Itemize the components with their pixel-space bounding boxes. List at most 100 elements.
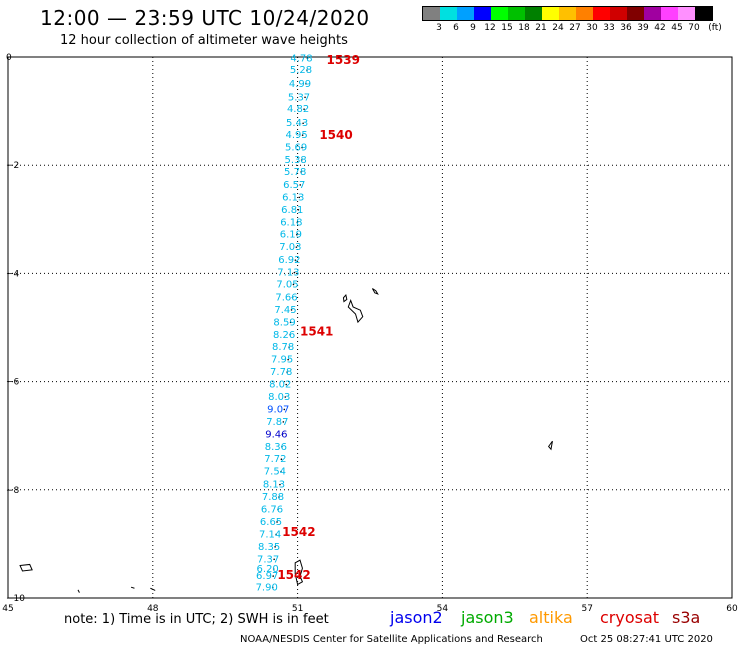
- legend-label: 21: [535, 23, 547, 33]
- legend-swatch: [627, 7, 644, 20]
- legend-swatch: [695, 7, 712, 20]
- legend-swatch: [423, 7, 440, 20]
- sat-jason2: jason2: [390, 608, 443, 627]
- coastline: [77, 589, 80, 593]
- legend-label: 36: [620, 23, 632, 33]
- legend-label: 33: [603, 23, 615, 33]
- wave-height-label: 7.88: [262, 492, 284, 503]
- wave-height-label: 8.03: [268, 392, 290, 403]
- wave-height-label: 6.65: [260, 517, 282, 528]
- legend-swatch: [525, 7, 542, 20]
- track-point: [300, 159, 303, 161]
- y-tick-label: −6: [6, 378, 20, 388]
- wave-height-label: 7.90: [256, 582, 278, 593]
- wave-height-label: 5.28: [290, 65, 312, 76]
- coastline: [294, 559, 304, 586]
- wave-height-label: 9.46: [265, 429, 287, 440]
- wave-height-label: 4.99: [289, 79, 311, 90]
- track-point: [306, 69, 308, 72]
- legend-label: 9: [470, 23, 476, 33]
- track-point: [297, 209, 300, 211]
- legend-swatches: [422, 6, 713, 21]
- track-point: [301, 134, 304, 136]
- legend-labels: 3 6 9 12 15 18 21 24 27 30 33 36 39 42 45 70 (ft): [422, 21, 722, 33]
- x-tick-label: 57: [581, 604, 592, 614]
- legend-swatch: [678, 7, 695, 20]
- legend-swatch: [508, 7, 525, 20]
- legend-label: 42: [654, 23, 666, 33]
- sat-s3a: s3a: [672, 608, 701, 627]
- legend-swatch: [576, 7, 593, 20]
- coastline: [347, 299, 364, 324]
- y-tick-label: −8: [6, 486, 20, 496]
- coastline: [342, 293, 348, 303]
- wave-height-label: 7.37: [257, 554, 279, 565]
- wave-height-label: 8.26: [273, 330, 295, 341]
- legend-swatch: [491, 7, 508, 20]
- wave-height-label: 5.69: [285, 143, 307, 154]
- track-point: [298, 196, 301, 199]
- coastline: [130, 586, 135, 589]
- wave-height-label: 6.76: [261, 505, 283, 516]
- wave-height-label: 7.03: [279, 242, 301, 253]
- y-tick-label: −4: [6, 269, 20, 279]
- track-point: [276, 521, 278, 523]
- wave-height-label: 9.07: [267, 404, 289, 415]
- legend-label: 3: [436, 23, 442, 33]
- orbit-number-label: 1540: [319, 128, 352, 142]
- track-point: [301, 146, 303, 149]
- wave-height-label: 8.13: [263, 480, 285, 491]
- wave-height-label: 6.81: [281, 205, 303, 216]
- track-point: [274, 546, 276, 548]
- orbit-number-label: 1542: [277, 568, 310, 582]
- track-point: [296, 221, 299, 224]
- track-point: [281, 445, 283, 448]
- track-point: [275, 533, 277, 536]
- track-point: [299, 184, 302, 186]
- wave-height-label: 4.95: [286, 130, 308, 141]
- track-point: [303, 108, 305, 110]
- track-point: [294, 259, 297, 261]
- legend-label: 27: [569, 23, 581, 33]
- wave-height-label: 6.97: [256, 571, 278, 582]
- wave-height-label: 6.20: [257, 564, 279, 575]
- legend-label: 39: [637, 23, 649, 33]
- legend-label: 45: [671, 23, 683, 33]
- orbit-number-label: 1541: [300, 325, 333, 339]
- y-tick-label: −10: [6, 594, 25, 604]
- legend-label: 18: [518, 23, 530, 33]
- track-point: [290, 309, 293, 311]
- legend-label: 24: [552, 23, 564, 33]
- legend-swatch: [644, 7, 661, 20]
- y-tick-label: 0: [6, 53, 12, 63]
- legend-label: 12: [484, 23, 496, 33]
- legend-swatch: [593, 7, 610, 20]
- track-point: [273, 558, 275, 561]
- track-point: [291, 296, 294, 299]
- wave-height-label: 7.54: [264, 467, 286, 478]
- track-point: [285, 383, 288, 386]
- coastline: [150, 587, 156, 591]
- track-point: [306, 57, 309, 60]
- wave-height-label: 8.35: [258, 542, 280, 553]
- legend-label: 70: [688, 23, 700, 33]
- wave-height-label: 4.82: [287, 104, 309, 115]
- track-point: [271, 586, 274, 589]
- track-point: [304, 96, 306, 99]
- wave-height-label: 7.45: [274, 305, 296, 316]
- legend-swatch: [661, 7, 678, 20]
- legend-label: 6: [453, 23, 459, 33]
- wave-height-label: 6.19: [280, 230, 302, 241]
- track-point: [305, 82, 307, 85]
- wave-height-label: 7.78: [270, 367, 292, 378]
- sat-altika: altika: [529, 608, 573, 627]
- wave-height-label: 5.37: [288, 92, 310, 103]
- y-tick-label: −2: [6, 161, 19, 171]
- track-point: [289, 321, 292, 324]
- color-legend: 3 6 9 12 15 18 21 24 27 30 33 36 39 42 45 70 (ft): [422, 6, 722, 33]
- track-point: [300, 171, 302, 173]
- legend-label: (ft): [708, 23, 722, 33]
- wave-height-label: 4.78: [290, 53, 312, 64]
- wave-height-label: 7.05: [276, 279, 298, 290]
- legend-swatch: [457, 7, 474, 20]
